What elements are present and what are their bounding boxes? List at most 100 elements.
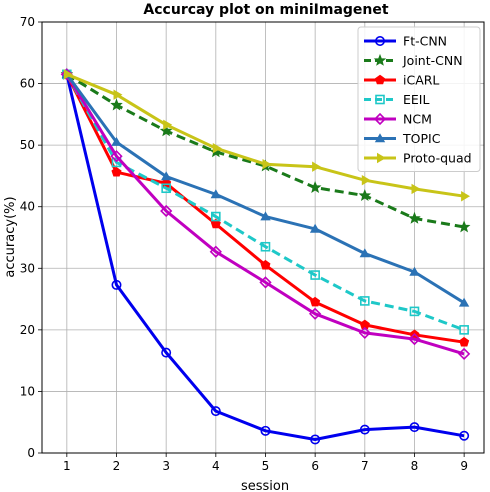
data-point bbox=[459, 325, 469, 335]
legend-item: TOPIC bbox=[364, 131, 441, 146]
data-point bbox=[159, 124, 173, 137]
data-point bbox=[211, 211, 221, 222]
y-tick-label: 50 bbox=[20, 138, 35, 152]
data-point bbox=[458, 297, 470, 307]
legend-label: EEIL bbox=[403, 92, 429, 107]
x-tick-label: 2 bbox=[113, 459, 121, 473]
y-tick-label: 60 bbox=[20, 77, 35, 91]
data-point bbox=[409, 422, 420, 433]
data-point bbox=[457, 347, 471, 361]
data-point bbox=[358, 188, 372, 201]
data-point bbox=[361, 175, 371, 186]
legend-label: Ft-CNN bbox=[403, 34, 447, 49]
data-point bbox=[409, 266, 420, 276]
x-tick-label: 9 bbox=[460, 459, 468, 473]
y-tick-label: 30 bbox=[20, 261, 35, 275]
series-line bbox=[66, 73, 465, 229]
series-topic bbox=[61, 69, 470, 307]
series-proto-quad bbox=[63, 69, 471, 202]
chart-title: Accurcay plot on miniImagenet bbox=[143, 2, 388, 18]
data-point bbox=[210, 406, 221, 417]
legend-box bbox=[357, 26, 481, 172]
data-point bbox=[212, 143, 222, 154]
legend-label: Proto-quad bbox=[403, 151, 472, 166]
data-point bbox=[262, 159, 272, 170]
x-tick-label: 7 bbox=[361, 459, 369, 473]
data-point bbox=[459, 336, 470, 347]
data-point bbox=[260, 425, 271, 436]
legend-item: NCM bbox=[364, 112, 432, 127]
series-line bbox=[65, 73, 465, 356]
y-tick-label: 0 bbox=[27, 446, 35, 460]
data-point bbox=[310, 296, 321, 307]
data-point bbox=[160, 204, 173, 218]
data-point bbox=[110, 150, 123, 163]
data-point bbox=[408, 211, 421, 224]
x-tick-label: 1 bbox=[63, 459, 71, 473]
data-point bbox=[459, 430, 470, 441]
legend-marker bbox=[374, 35, 385, 46]
y-tick-label: 10 bbox=[20, 384, 35, 398]
data-point bbox=[310, 434, 321, 445]
data-point bbox=[163, 119, 173, 130]
legend-marker bbox=[376, 152, 387, 164]
series-line bbox=[65, 73, 465, 332]
data-point bbox=[461, 191, 471, 202]
x-tick-label: 3 bbox=[162, 459, 170, 473]
data-point bbox=[360, 296, 370, 306]
data-point bbox=[113, 89, 123, 100]
series-line bbox=[65, 73, 465, 441]
legend-item: iCARL bbox=[364, 73, 439, 88]
y-tick-label: 40 bbox=[20, 200, 35, 214]
legend-marker bbox=[374, 133, 386, 143]
plot-frame bbox=[41, 21, 485, 454]
legend-label: TOPIC bbox=[402, 131, 441, 146]
plot-series bbox=[60, 67, 471, 445]
legend-item: EEIL bbox=[364, 92, 429, 107]
data-point bbox=[310, 270, 320, 280]
data-point bbox=[111, 279, 122, 290]
data-point bbox=[110, 98, 123, 111]
data-point bbox=[408, 332, 421, 346]
data-point bbox=[309, 223, 321, 233]
x-tick-label: 4 bbox=[212, 459, 220, 473]
legend-label: NCM bbox=[403, 112, 432, 127]
data-point bbox=[161, 171, 172, 181]
legend-label: Joint-CNN bbox=[402, 53, 463, 68]
legend-marker bbox=[375, 94, 385, 105]
legend-item: Ft-CNN bbox=[364, 34, 447, 49]
x-tick-label: 5 bbox=[262, 459, 270, 473]
axes: 1 2 3 4 5 6 7 8 9 0 10 20 30 40 50 60 70 bbox=[20, 15, 468, 473]
data-point bbox=[312, 161, 322, 172]
data-point bbox=[411, 183, 421, 195]
data-point bbox=[209, 245, 222, 258]
data-point bbox=[63, 69, 73, 80]
data-point bbox=[161, 183, 171, 194]
legend: Ft-CNN Joint-CNN iCARL EEIL NCM TOPIC Proto-qu… bbox=[357, 26, 481, 172]
series-ncm bbox=[60, 68, 471, 361]
data-point bbox=[259, 276, 272, 289]
data-point bbox=[359, 248, 370, 258]
data-point bbox=[457, 220, 471, 233]
y-tick-label: 70 bbox=[20, 15, 35, 29]
legend-marker bbox=[374, 74, 386, 85]
data-point bbox=[60, 68, 73, 81]
data-point bbox=[260, 241, 271, 252]
data-point bbox=[308, 181, 322, 194]
legend-marker bbox=[373, 112, 387, 126]
data-point bbox=[358, 326, 371, 340]
x-tick-label: 6 bbox=[311, 459, 319, 473]
data-point bbox=[161, 347, 172, 358]
legend-label: iCARL bbox=[403, 73, 439, 88]
y-tick-label: 20 bbox=[20, 323, 35, 337]
data-point bbox=[359, 424, 370, 435]
x-axis-label: session bbox=[241, 479, 289, 492]
data-point bbox=[260, 211, 271, 221]
data-point bbox=[111, 166, 122, 177]
x-tick-label: 8 bbox=[411, 459, 419, 473]
data-point bbox=[260, 259, 271, 270]
data-point bbox=[409, 306, 420, 317]
y-axis-label: accuracy(%) bbox=[3, 196, 18, 277]
data-point bbox=[111, 136, 122, 146]
